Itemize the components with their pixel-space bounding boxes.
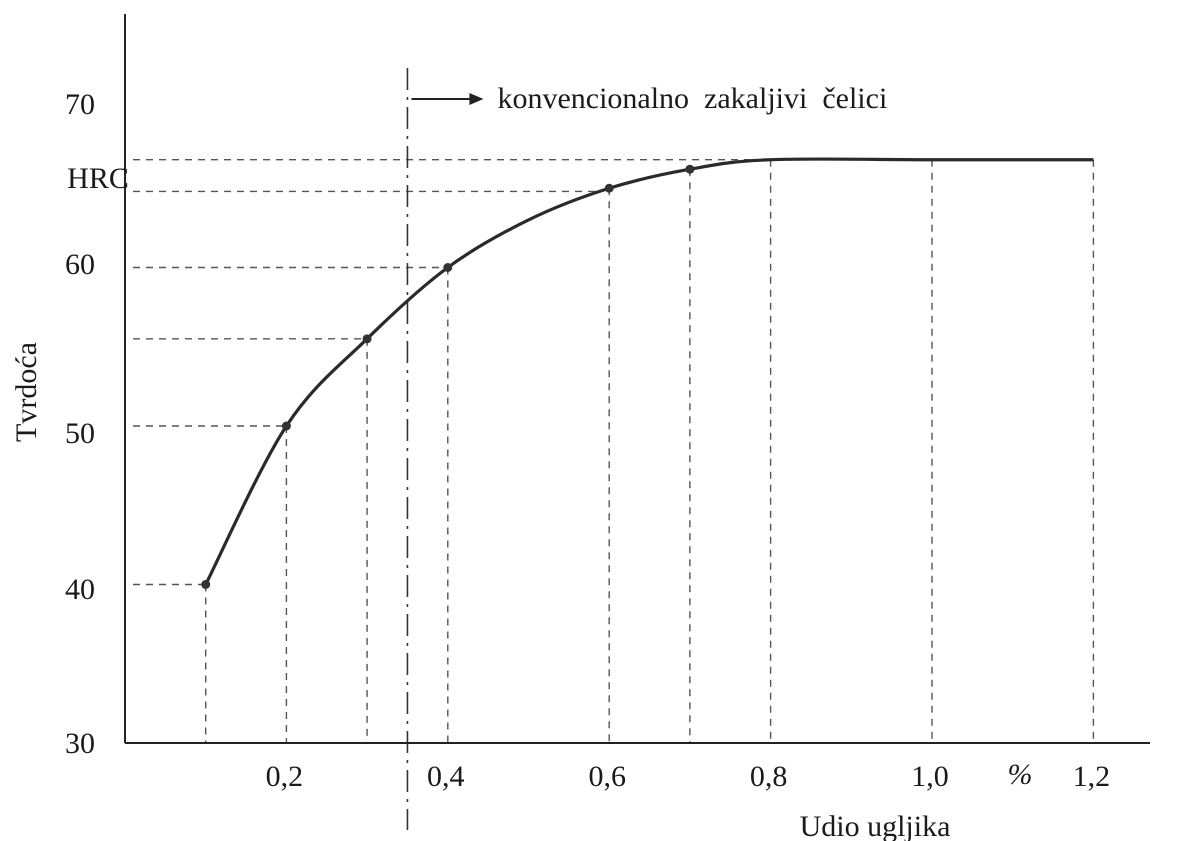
tick-labels: 30 40 50 60 70 HRC 0,2 0,4 0,6 0,8 1,0 1,2% xyxy=(65,88,1110,793)
dashed-guides xyxy=(133,68,1095,830)
x-axis-label: Udio ugljika xyxy=(800,810,951,841)
y-axis-label: Tvrdoća xyxy=(10,342,43,442)
data-point xyxy=(604,183,614,193)
curve-layer xyxy=(201,157,1094,589)
x-unit-label: % xyxy=(1008,758,1033,791)
x-tick-label: 0,8 xyxy=(750,760,788,793)
data-point xyxy=(201,580,211,589)
data-point xyxy=(443,263,453,272)
x-tick-label: 0,2 xyxy=(266,760,304,793)
threshold-label: konvencionalno zakaljivi čelici xyxy=(497,82,887,115)
data-point xyxy=(685,164,695,174)
axes xyxy=(124,14,1150,744)
y-tick-label: 70 xyxy=(65,88,95,121)
x-tick-label: 0,6 xyxy=(588,760,626,793)
x-tick-label: 0,4 xyxy=(427,760,465,793)
data-point xyxy=(281,421,291,431)
y-tick-label: 30 xyxy=(65,727,95,760)
data-point xyxy=(362,334,372,344)
y-tick-label: 40 xyxy=(65,573,95,606)
hardness-curve xyxy=(204,157,1094,586)
y-tick-label: 50 xyxy=(65,417,95,450)
threshold-arrowhead xyxy=(469,93,484,105)
labels: Udio ugljika Tvrdoća konvencionalno zakalj… xyxy=(10,82,950,841)
x-tick-label: 1,0 xyxy=(911,760,949,793)
x-tick-label: 1,2 xyxy=(1073,760,1111,793)
y-unit-label: HRC xyxy=(67,162,129,195)
y-tick-label: 60 xyxy=(65,248,95,281)
